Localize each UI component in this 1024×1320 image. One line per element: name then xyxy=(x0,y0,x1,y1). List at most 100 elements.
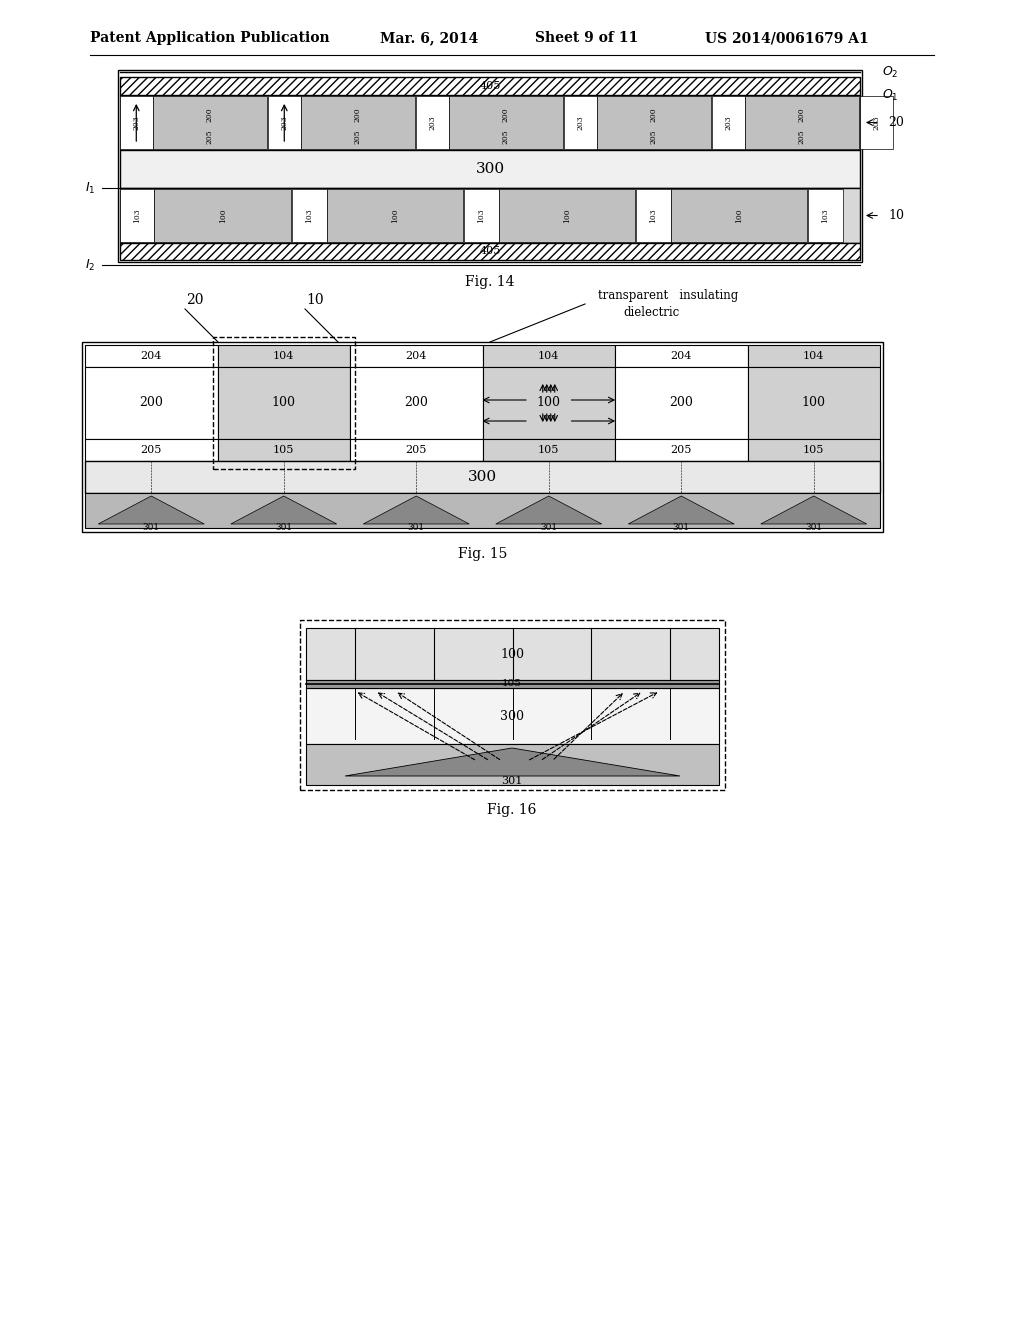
Text: 205: 205 xyxy=(406,445,427,455)
Text: 203: 203 xyxy=(132,115,140,129)
Text: 300: 300 xyxy=(475,162,505,176)
Text: 100: 100 xyxy=(735,209,743,223)
Bar xyxy=(860,96,893,149)
Text: 301: 301 xyxy=(541,524,557,532)
Text: 105: 105 xyxy=(538,445,559,455)
Text: 103: 103 xyxy=(133,209,141,223)
Bar xyxy=(155,189,291,242)
Text: 204: 204 xyxy=(406,351,427,360)
Text: 301: 301 xyxy=(142,524,160,532)
Text: 300: 300 xyxy=(468,470,497,484)
Text: 105: 105 xyxy=(273,445,295,455)
Text: 203: 203 xyxy=(872,115,881,129)
Polygon shape xyxy=(761,496,866,524)
Text: 301: 301 xyxy=(805,524,822,532)
Bar xyxy=(306,628,719,680)
Bar xyxy=(120,95,860,150)
Text: $I_2$: $I_2$ xyxy=(85,257,95,272)
Bar xyxy=(292,189,327,242)
Bar xyxy=(615,345,748,367)
Text: 10: 10 xyxy=(306,293,324,308)
Bar xyxy=(120,77,860,95)
Bar xyxy=(464,189,499,242)
Text: 103: 103 xyxy=(305,209,313,223)
Bar xyxy=(416,96,449,149)
Text: Fig. 14: Fig. 14 xyxy=(465,275,515,289)
Text: Fig. 16: Fig. 16 xyxy=(487,803,537,817)
Bar xyxy=(85,345,217,367)
Polygon shape xyxy=(98,496,204,524)
Text: 100: 100 xyxy=(271,396,296,409)
Text: 20: 20 xyxy=(888,116,904,129)
Bar xyxy=(120,187,860,243)
Text: 104: 104 xyxy=(273,351,295,360)
Text: 204: 204 xyxy=(671,351,692,360)
Bar xyxy=(808,189,843,242)
Bar xyxy=(564,96,597,149)
Text: 205: 205 xyxy=(798,129,806,144)
Text: transparent   insulating: transparent insulating xyxy=(598,289,738,301)
Text: 100: 100 xyxy=(537,396,561,409)
Text: 301: 301 xyxy=(275,524,292,532)
Bar xyxy=(120,96,153,149)
Bar xyxy=(712,96,744,149)
Text: Mar. 6, 2014: Mar. 6, 2014 xyxy=(380,30,478,45)
Bar xyxy=(615,440,748,461)
Bar xyxy=(499,189,635,242)
Text: 204: 204 xyxy=(140,351,162,360)
Bar xyxy=(82,342,883,532)
Text: 200: 200 xyxy=(139,396,163,409)
Text: Sheet 9 of 11: Sheet 9 of 11 xyxy=(535,30,638,45)
Text: 100: 100 xyxy=(500,648,524,660)
Bar xyxy=(120,150,860,187)
Bar xyxy=(301,96,415,149)
Text: $I_1$: $I_1$ xyxy=(85,181,95,195)
Text: 200: 200 xyxy=(206,107,214,121)
Bar xyxy=(120,243,860,260)
Bar xyxy=(300,620,725,789)
Text: 205: 205 xyxy=(650,129,657,144)
Text: 20: 20 xyxy=(186,293,204,308)
Bar xyxy=(636,189,671,242)
Text: 104: 104 xyxy=(538,351,559,360)
Bar xyxy=(744,96,859,149)
Polygon shape xyxy=(230,496,337,524)
Text: 105: 105 xyxy=(803,445,824,455)
Polygon shape xyxy=(364,496,469,524)
Text: 205: 205 xyxy=(353,129,361,144)
Text: 200: 200 xyxy=(650,107,657,121)
Text: 200: 200 xyxy=(404,396,428,409)
Bar xyxy=(748,345,880,367)
Bar xyxy=(482,440,615,461)
Bar xyxy=(482,367,615,440)
Text: 10: 10 xyxy=(888,209,904,222)
Text: Patent Application Publication: Patent Application Publication xyxy=(90,30,330,45)
Polygon shape xyxy=(629,496,734,524)
Bar xyxy=(217,345,350,367)
Polygon shape xyxy=(345,748,680,776)
Text: 100: 100 xyxy=(391,209,399,223)
Bar xyxy=(118,70,862,261)
Bar xyxy=(268,96,301,149)
Bar xyxy=(671,189,807,242)
Text: 103: 103 xyxy=(477,209,485,223)
Text: 103: 103 xyxy=(649,209,657,223)
Text: 300: 300 xyxy=(500,710,524,722)
Bar xyxy=(449,96,563,149)
Bar xyxy=(306,688,719,744)
Text: 203: 203 xyxy=(281,115,289,129)
Bar xyxy=(153,96,267,149)
Bar xyxy=(85,492,880,528)
Text: 200: 200 xyxy=(798,107,806,121)
Text: 301: 301 xyxy=(408,524,425,532)
Bar xyxy=(350,367,482,440)
Text: 203: 203 xyxy=(577,115,585,129)
Text: 100: 100 xyxy=(563,209,571,223)
Bar xyxy=(482,345,615,367)
Text: 100: 100 xyxy=(802,396,825,409)
Text: 100: 100 xyxy=(219,209,226,223)
Bar xyxy=(306,744,719,785)
Bar xyxy=(327,189,463,242)
Text: 301: 301 xyxy=(673,524,690,532)
Text: 105: 105 xyxy=(502,680,522,689)
